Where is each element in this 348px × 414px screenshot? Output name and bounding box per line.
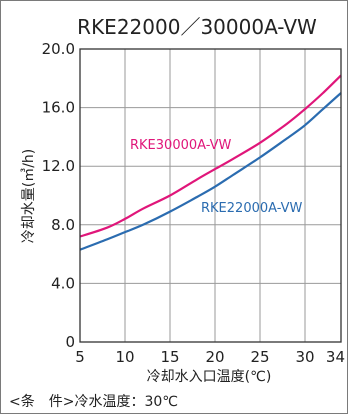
y-tick-label: 8.0: [51, 216, 75, 234]
x-tick-labels: 5 10 15 20 25 30 34: [75, 348, 345, 366]
x-tick-label: 15: [160, 348, 179, 366]
condition-note: <条 件>冷水温度：30℃: [9, 393, 178, 410]
plot-area-border: [79, 48, 342, 343]
y-tick-label: 20.0: [42, 40, 75, 58]
series-label-rke22000: RKE22000A-VW: [201, 201, 303, 216]
chart-title: RKE22000／30000A-VW: [77, 15, 317, 39]
x-tick-label: 25: [250, 348, 269, 366]
y-tick-labels: 0 4.0 8.0 12.0 16.0 20.0: [42, 40, 75, 351]
series-label-rke30000: RKE30000A-VW: [130, 138, 232, 153]
y-axis-label: 冷却水量(㎥/h): [21, 149, 37, 244]
series-line-rke22000: [79, 92, 342, 251]
series-lines: [79, 74, 342, 251]
y-tick-label: 16.0: [42, 99, 75, 117]
y-tick-label: 0: [65, 333, 75, 351]
x-tick-label: 34: [326, 348, 345, 366]
x-tick-label: 10: [115, 348, 134, 366]
x-axis-label: 冷却水入口温度(℃): [147, 369, 272, 385]
y-tick-label: 12.0: [42, 157, 75, 175]
x-tick-label: 20: [205, 348, 224, 366]
series-line-rke30000: [79, 74, 342, 238]
y-tick-label: 4.0: [51, 274, 75, 292]
x-tick-label: 5: [75, 348, 85, 366]
grid-lines: [80, 49, 341, 342]
x-tick-label: 30: [295, 348, 314, 366]
